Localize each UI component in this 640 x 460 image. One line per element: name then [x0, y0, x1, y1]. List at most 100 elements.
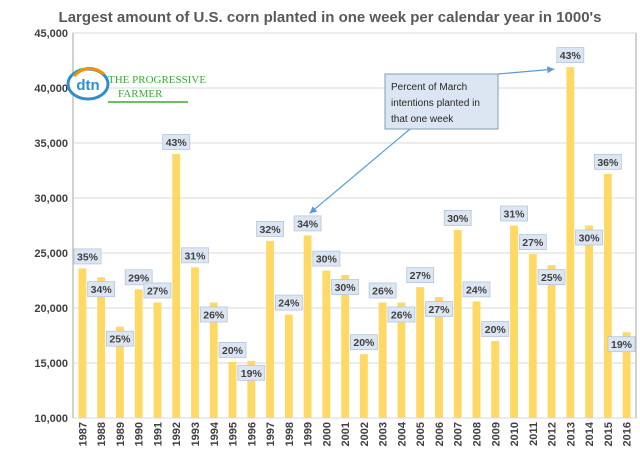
bar — [453, 229, 462, 418]
percent-label: 19% — [611, 339, 633, 351]
x-tick-label: 1995 — [228, 422, 240, 446]
y-tick-label: 45,000 — [34, 28, 68, 40]
percent-label: 43% — [560, 50, 582, 62]
y-tick-label: 25,000 — [34, 248, 68, 260]
bar — [622, 332, 631, 418]
bar — [191, 267, 199, 418]
bar — [491, 341, 500, 418]
x-tick-label: 1993 — [190, 422, 202, 446]
x-tick-label: 2014 — [584, 421, 596, 446]
percent-label: 30% — [316, 254, 338, 266]
x-tick-label: 1989 — [115, 422, 127, 446]
percent-label-box — [87, 281, 116, 298]
bar — [134, 289, 143, 418]
percent-label-box — [425, 301, 453, 317]
annotation-box — [384, 73, 499, 130]
x-tick-label: 1988 — [96, 422, 108, 446]
x-tick-label: 2001 — [340, 422, 352, 446]
logo-leaf-icon — [72, 67, 105, 78]
percent-label: 34% — [297, 218, 319, 230]
percent-label: 34% — [91, 284, 113, 296]
bar — [322, 270, 331, 418]
percent-label: 20% — [353, 337, 375, 349]
percent-label-box — [162, 134, 191, 150]
percent-labels: 35% 34% 25% 29% 27% 43% 31% 26% 20% 19% 32% 24% 34% 3… — [73, 47, 636, 381]
bar — [97, 277, 106, 418]
percent-label: 36% — [597, 157, 619, 169]
bar — [359, 354, 368, 418]
percent-label: 19% — [241, 368, 263, 380]
bar-series — [78, 67, 631, 418]
percent-label-box — [406, 267, 435, 284]
percent-label: 27% — [428, 304, 450, 316]
x-tick-label: 1997 — [265, 422, 277, 446]
bar — [397, 302, 406, 418]
percent-label: 29% — [128, 272, 150, 284]
bar — [78, 268, 87, 418]
bar — [228, 361, 237, 418]
bar — [603, 173, 612, 418]
bar — [341, 275, 350, 418]
percent-label-box — [518, 234, 547, 251]
logo-line1: THE PROGRESSIVE — [108, 74, 206, 86]
percent-label: 25% — [541, 272, 563, 284]
y-tick-label: 40,000 — [34, 83, 68, 95]
percent-label-box — [368, 282, 397, 299]
annotation-line-3: that one week — [391, 114, 454, 125]
x-tick-label: 2000 — [321, 422, 333, 446]
x-tick-label: 1994 — [209, 421, 221, 446]
y-axis-ticks: 10,000 15,000 20,000 25,000 30,000 35,000 40,0… — [34, 28, 68, 425]
x-axis-ticks: 1987 1988 1989 1990 1991 1992 1993 1994 1995 1996… — [77, 421, 633, 446]
x-tick-label: 2009 — [490, 422, 502, 446]
bar — [247, 360, 256, 418]
bar — [510, 225, 518, 418]
bar — [266, 240, 274, 418]
bar — [303, 235, 312, 418]
x-tick-label: 2012 — [547, 422, 559, 446]
x-tick-label: 1990 — [134, 422, 146, 446]
bar — [547, 265, 556, 418]
percent-label-box — [443, 209, 472, 226]
percent-label-box — [387, 306, 416, 323]
percent-label: 26% — [203, 310, 225, 322]
percent-label-box — [106, 330, 134, 347]
percent-label: 24% — [466, 284, 488, 296]
logo-line2: FARMER — [118, 88, 163, 100]
bar — [435, 297, 443, 418]
y-tick-label: 20,000 — [34, 303, 68, 315]
x-tick-label: 2016 — [622, 422, 634, 446]
percent-label-box — [199, 306, 228, 323]
percent-label: 27% — [410, 270, 432, 282]
y-tick-label: 10,000 — [34, 413, 68, 425]
percent-label: 27% — [522, 237, 544, 249]
percent-label-box — [218, 341, 247, 358]
arrowhead-right-icon — [547, 66, 555, 74]
percent-label-box — [537, 269, 566, 286]
percent-label-box — [500, 205, 528, 222]
percent-label: 20% — [222, 345, 244, 357]
x-tick-label: 1987 — [77, 422, 89, 446]
bar — [115, 326, 124, 418]
percent-label: 24% — [278, 298, 300, 310]
x-tick-label: 2010 — [509, 422, 521, 446]
percent-label-box — [575, 229, 603, 246]
x-tick-label: 2005 — [415, 422, 427, 446]
percent-label: 20% — [485, 324, 507, 336]
x-tick-label: 2004 — [396, 421, 408, 446]
percent-label: 31% — [184, 250, 206, 262]
percent-label: 32% — [260, 224, 282, 236]
bar — [585, 225, 594, 418]
x-tick-label: 2015 — [603, 422, 615, 446]
percent-label: 25% — [109, 334, 131, 346]
x-tick-label: 2007 — [453, 422, 465, 446]
percent-label: 43% — [166, 137, 188, 149]
bar — [284, 314, 293, 418]
bar — [416, 287, 425, 418]
bar — [172, 154, 181, 418]
annotation-line-2: intentions planted in — [391, 98, 480, 109]
x-tick-label: 1996 — [246, 422, 258, 446]
percent-label: 27% — [147, 286, 169, 298]
percent-label-box — [256, 220, 284, 237]
percent-label: 31% — [504, 209, 526, 221]
